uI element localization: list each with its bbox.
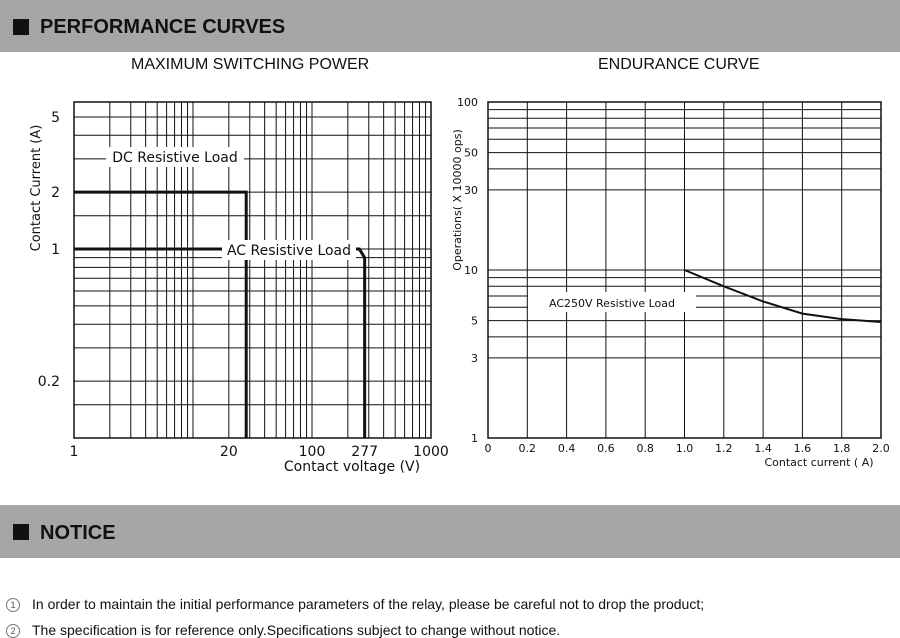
y-tick-label: 0.2 <box>38 374 60 390</box>
square-icon <box>13 19 29 35</box>
circled-number-1: 1 <box>6 598 20 613</box>
y-tick-label: 5 <box>51 110 60 126</box>
square-icon <box>13 524 29 540</box>
performance-curves-header: PERFORMANCE CURVES <box>0 0 900 52</box>
notice-text: The specification is for reference only.… <box>32 622 561 638</box>
x-tick-label: 1000 <box>413 444 449 460</box>
x-tick-label: 1.4 <box>754 442 772 455</box>
circled-number-2: 2 <box>6 624 20 638</box>
y-axis-label: Contact Current (A) <box>29 125 44 252</box>
series-label-ac250v-bg <box>528 292 696 312</box>
series-label-ac250v: AC250V Resistive Load <box>549 297 675 310</box>
x-tick-label: 1.8 <box>833 442 851 455</box>
x-tick-label: 0 <box>485 442 492 455</box>
x-tick-label: 0.8 <box>636 442 654 455</box>
y-tick-label: 100 <box>457 96 478 109</box>
series-label-ac: AC Resistive Load <box>227 243 351 259</box>
y-tick-label: 3 <box>471 352 478 365</box>
notice-header: NOTICE <box>0 505 900 558</box>
plot-frame <box>73 101 432 439</box>
x-tick-label: 1.2 <box>715 442 733 455</box>
series-line-ac250v <box>684 269 882 324</box>
x-axis-label: Contact voltage (V) <box>284 459 420 475</box>
x-tick-label: 100 <box>299 444 326 460</box>
series-line-dc <box>74 190 248 438</box>
section-title: PERFORMANCE CURVES <box>40 16 286 38</box>
y-tick-label: 2 <box>51 185 60 201</box>
notice-text: In order to maintain the initial perform… <box>32 596 705 612</box>
y-axis-label: Operations( X 10000 ops) <box>451 129 464 271</box>
y-tick-label: 1 <box>51 242 60 258</box>
x-tick-label: 0.6 <box>597 442 615 455</box>
series-line-ac <box>74 247 367 438</box>
y-tick-label: 5 <box>471 315 478 328</box>
x-tick-label: 277 <box>351 444 378 460</box>
plot-frame <box>487 101 882 439</box>
notice-item-2: 2 The specification is for reference only… <box>6 622 560 638</box>
series-label-dc: DC Resistive Load <box>112 150 238 166</box>
x-tick-label: 0.4 <box>558 442 576 455</box>
notice-item-1: 1 In order to maintain the initial perfor… <box>6 596 705 613</box>
y-tick-label: 50 <box>464 147 478 160</box>
x-tick-label: 2.0 <box>872 442 890 455</box>
chart-title-endurance: ENDURANCE CURVE <box>598 56 760 73</box>
x-tick-label: 1.6 <box>794 442 812 455</box>
y-tick-label: 10 <box>464 264 478 277</box>
y-tick-label: 1 <box>471 432 478 445</box>
x-axis-label: Contact current ( A) <box>764 456 873 469</box>
x-tick-label: 1.0 <box>676 442 694 455</box>
series-label-ac-bg <box>222 240 356 260</box>
x-tick-label: 1 <box>70 444 79 460</box>
x-tick-label: 0.2 <box>519 442 537 455</box>
x-tick-label: 20 <box>220 444 238 460</box>
y-tick-label: 30 <box>464 184 478 197</box>
chart-title-switching-power: MAXIMUM SWITCHING POWER <box>131 56 370 73</box>
section-title: NOTICE <box>40 522 116 544</box>
series-label-dc-bg <box>106 147 244 167</box>
